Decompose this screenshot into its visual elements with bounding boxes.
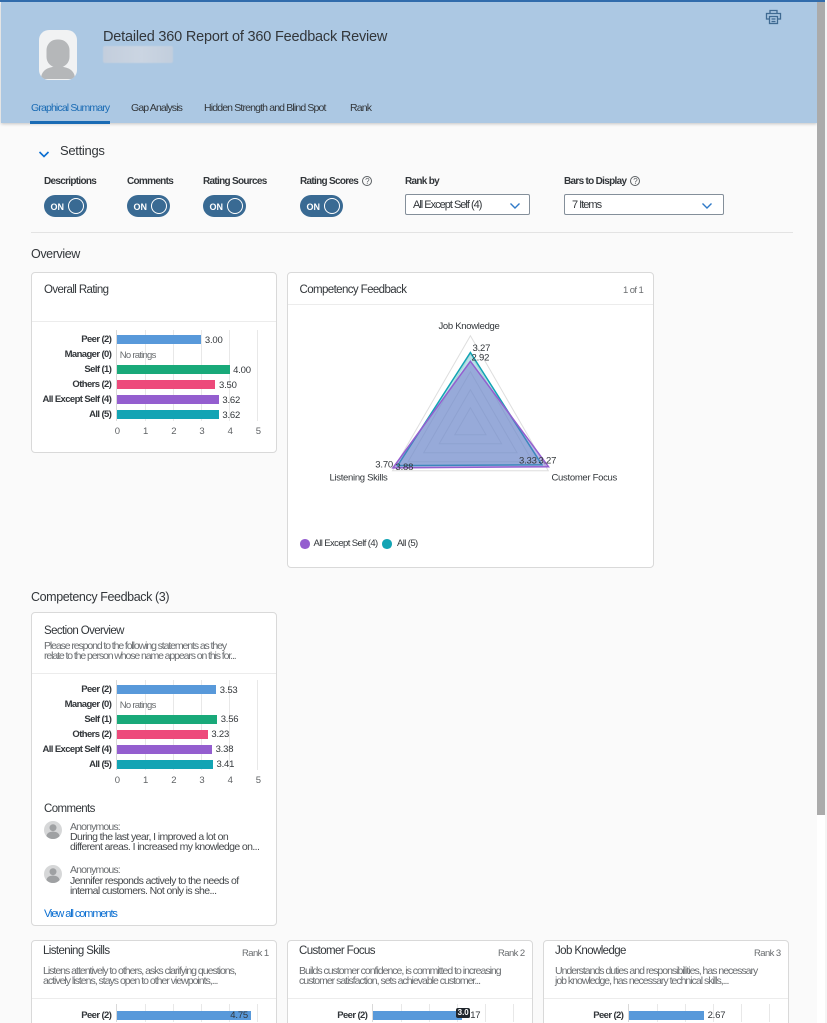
svg-text:3.27: 3.27 xyxy=(473,343,491,354)
svg-text:3.27: 3.27 xyxy=(539,456,557,467)
svg-text:3.33: 3.33 xyxy=(519,456,537,467)
svg-text:3.70: 3.70 xyxy=(375,460,393,471)
svg-text:3.88: 3.88 xyxy=(396,462,414,473)
svg-text:Job Knowledge: Job Knowledge xyxy=(438,321,499,332)
svg-text:2.92: 2.92 xyxy=(472,353,490,364)
svg-text:Listening Skills: Listening Skills xyxy=(329,473,388,484)
svg-text:Customer Focus: Customer Focus xyxy=(552,473,618,484)
